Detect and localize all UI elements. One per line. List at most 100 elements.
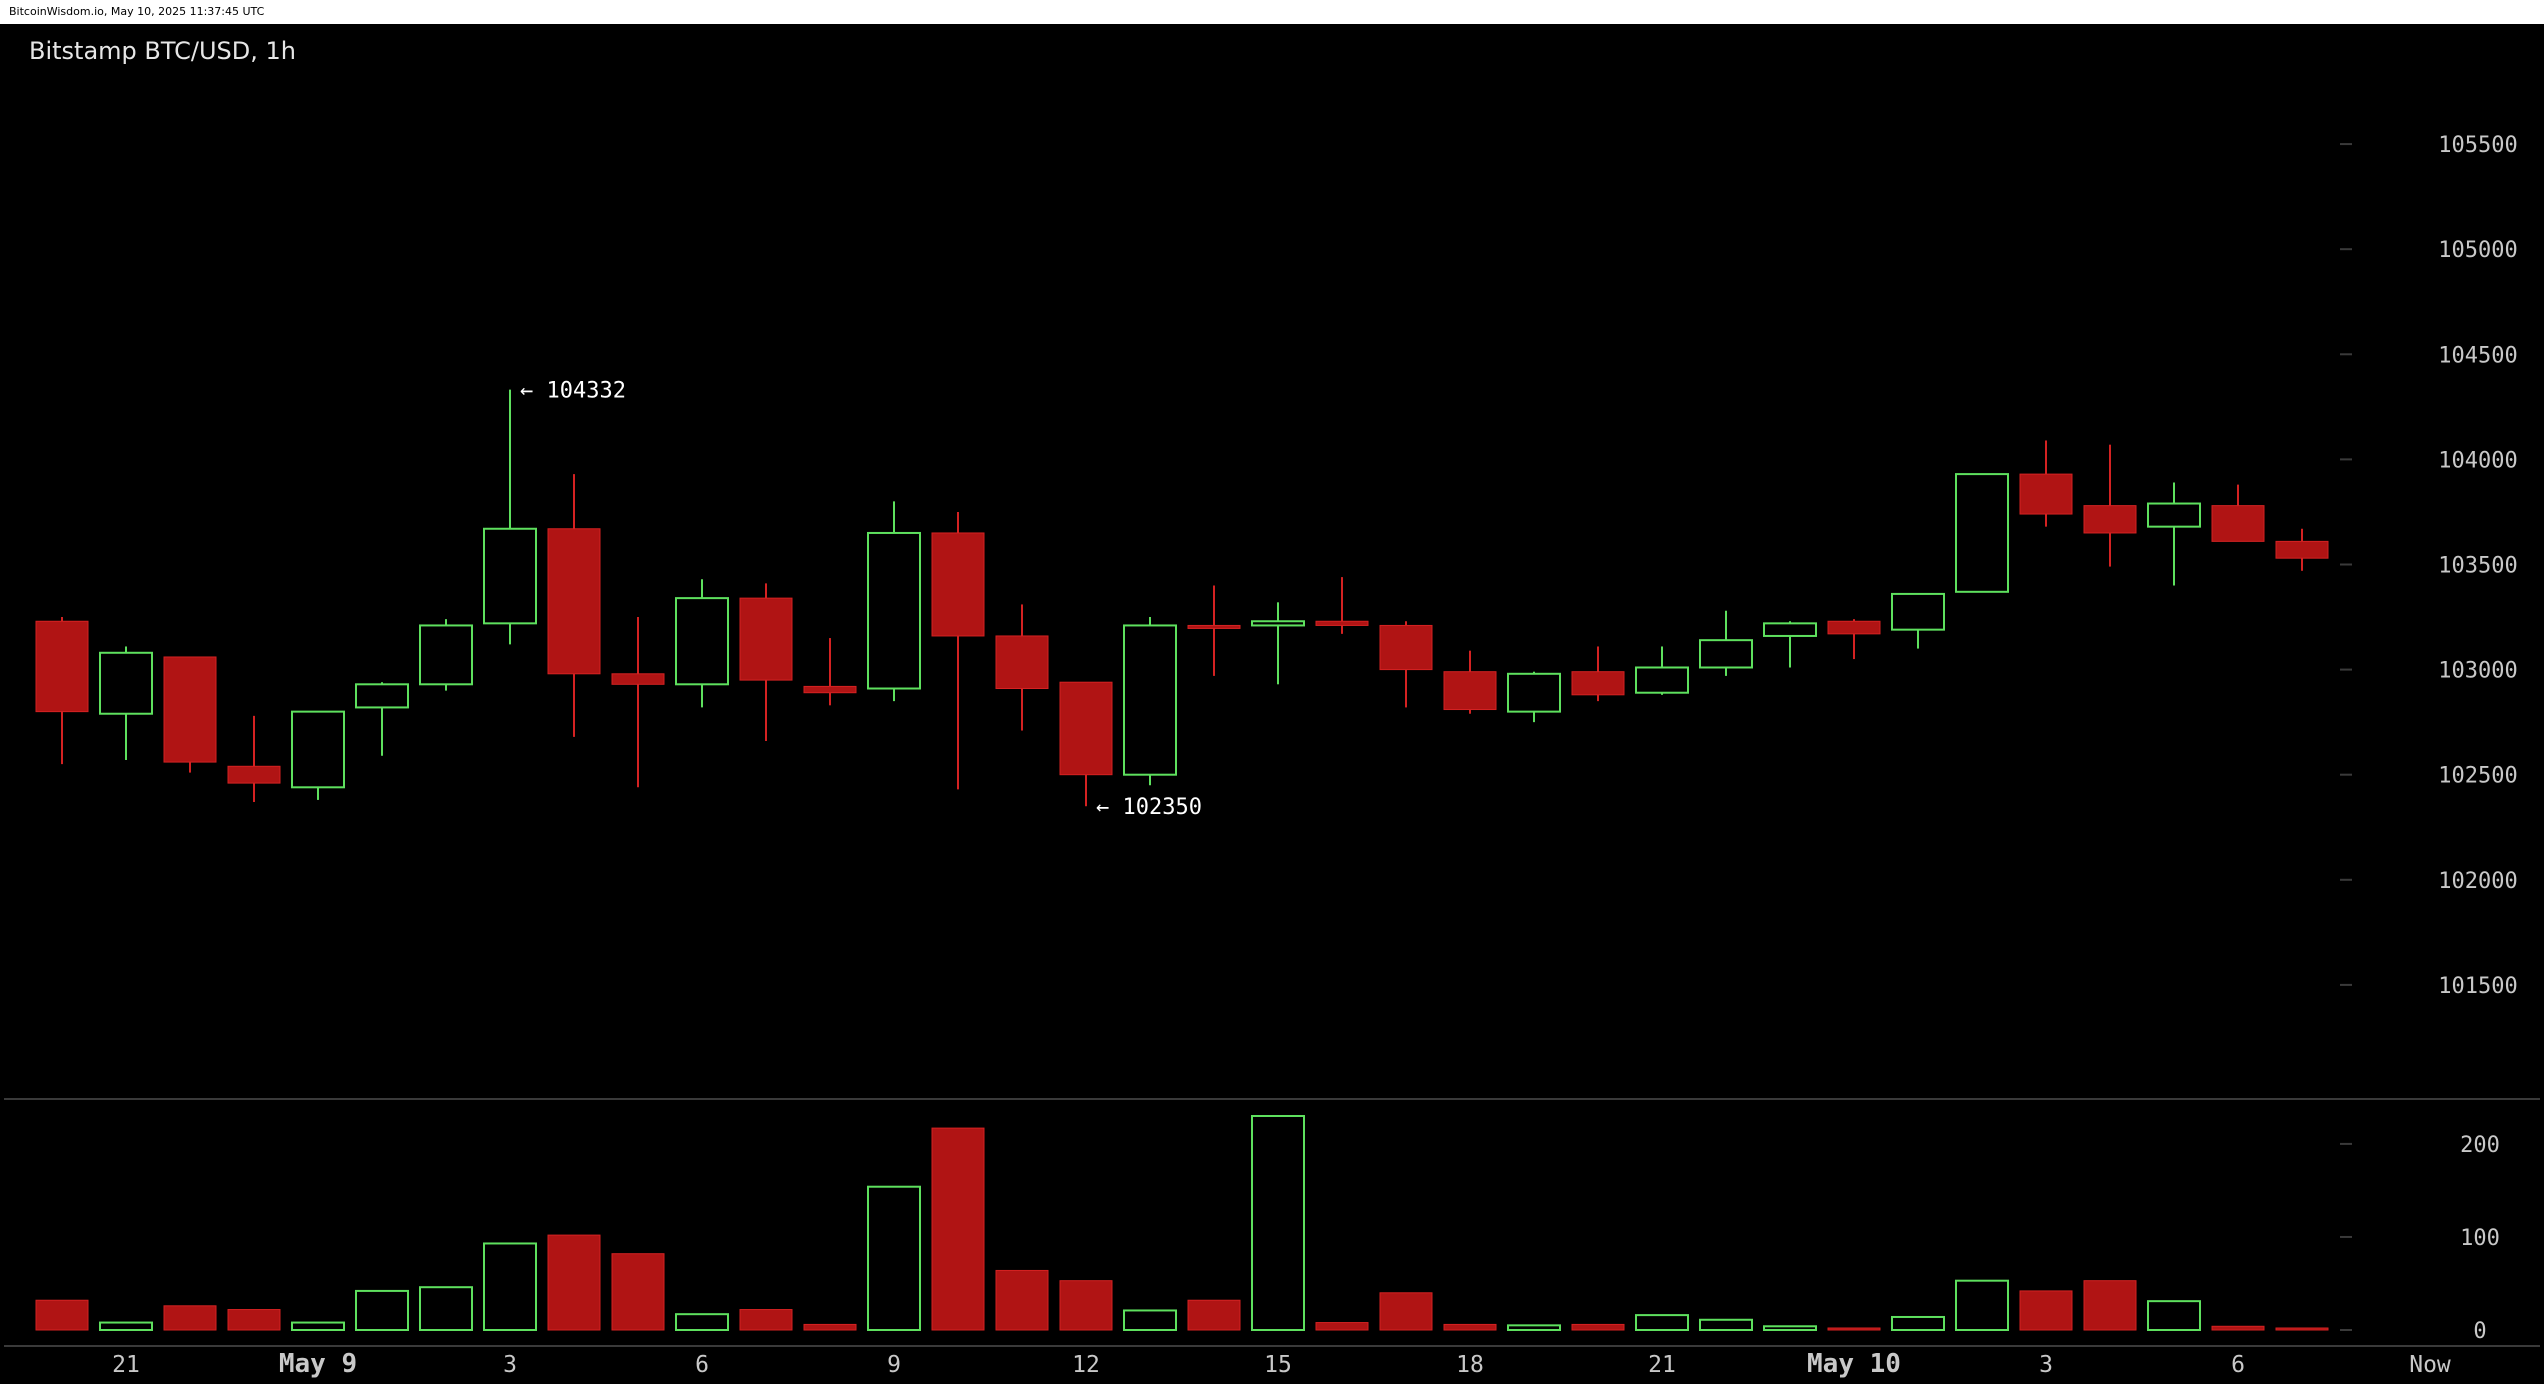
candle <box>1955 473 2009 593</box>
candle <box>1251 602 1305 685</box>
volume-tick-label: 100 <box>2460 1226 2500 1251</box>
time-tick-label: 15 <box>1264 1352 1292 1378</box>
price-annotations: ← 104332 ← 102350 <box>520 379 1202 821</box>
volume-bar <box>291 1321 345 1331</box>
candle-body <box>1315 620 1369 626</box>
candle <box>1507 671 1561 723</box>
candle <box>2147 482 2201 586</box>
price-tick-label: 104500 <box>2438 343 2517 368</box>
candle <box>355 682 409 756</box>
candle-body <box>2083 505 2137 534</box>
candle <box>35 617 89 765</box>
candle <box>1187 585 1241 676</box>
volume-bar <box>2083 1280 2137 1331</box>
volume-bar <box>1891 1315 1945 1331</box>
time-tick-label: 21 <box>112 1352 140 1378</box>
price-tick-label: 105000 <box>2438 238 2517 263</box>
candle <box>803 638 857 706</box>
candle <box>1827 619 1881 660</box>
volume-tick-label: 200 <box>2460 1133 2500 1158</box>
time-tick-label: 21 <box>1648 1352 1676 1378</box>
candle-body <box>1571 671 1625 696</box>
candle <box>611 617 665 788</box>
candle-body <box>2147 502 2201 528</box>
volume-bar <box>739 1309 793 1331</box>
candle <box>1699 610 1753 676</box>
price-tick-label: 103000 <box>2438 659 2517 684</box>
candle <box>1443 650 1497 714</box>
candle-body <box>1763 622 1817 637</box>
candle <box>1635 646 1689 695</box>
volume-bar <box>483 1242 537 1332</box>
volume-bar <box>35 1299 89 1331</box>
candle-body <box>2275 540 2329 559</box>
price-tick-label: 104000 <box>2438 448 2517 473</box>
time-tick-label: 9 <box>887 1352 901 1378</box>
candle <box>2275 528 2329 571</box>
candle <box>1059 681 1113 807</box>
candle-body <box>1379 624 1433 671</box>
time-tick-label: 12 <box>1072 1352 1100 1378</box>
candle-body <box>1891 592 1945 631</box>
volume-bar <box>1699 1318 1753 1332</box>
volume-bar <box>2019 1290 2073 1331</box>
volume-bar <box>2147 1300 2201 1331</box>
candle-body <box>1635 666 1689 694</box>
candle-body <box>291 710 345 789</box>
volume-bar <box>931 1127 985 1331</box>
candles <box>35 389 2329 807</box>
volume-bar <box>1571 1323 1625 1331</box>
candle-body <box>1059 681 1113 776</box>
candle <box>227 715 281 803</box>
candle <box>2083 444 2137 567</box>
candle <box>1315 577 1369 634</box>
candle-body <box>1443 671 1497 711</box>
chart-title: Bitstamp BTC/USD, 1h <box>29 37 296 65</box>
candle-body <box>1507 672 1561 713</box>
volume-bar <box>867 1185 921 1331</box>
candle-body <box>931 532 985 637</box>
time-tick-label: 6 <box>2231 1352 2245 1378</box>
candle <box>931 511 985 790</box>
candle-body <box>803 685 857 694</box>
candle-body <box>355 683 409 709</box>
price-axis: 101500 102000 102500 103000 103500 104000 1045… <box>2340 133 2518 999</box>
time-tick-label: 3 <box>2039 1352 2053 1378</box>
time-axis: 21 May 9 3 6 9 12 15 18 21 May 10 3 6 Now <box>112 1349 2451 1379</box>
candle <box>291 710 345 800</box>
price-tick-label: 105500 <box>2438 133 2517 158</box>
volume-bar <box>227 1309 281 1331</box>
candle-body <box>163 656 217 763</box>
volume-bar <box>2211 1325 2265 1331</box>
candle-body <box>611 673 665 685</box>
candle-body <box>419 624 473 686</box>
candle <box>995 604 1049 731</box>
volume-bar <box>1187 1299 1241 1331</box>
candle <box>1379 621 1433 708</box>
volume-bar <box>1635 1314 1689 1331</box>
price-tick-label: 101500 <box>2438 974 2517 999</box>
candle <box>419 619 473 691</box>
volume-bar <box>1059 1280 1113 1331</box>
candle <box>547 474 601 737</box>
candle-body <box>1955 473 2009 593</box>
candle <box>1763 621 1817 668</box>
price-tick-label: 102500 <box>2438 764 2517 789</box>
time-tick-label: 6 <box>695 1352 709 1378</box>
candle-body <box>995 635 1049 690</box>
price-tick-label: 102000 <box>2438 869 2517 894</box>
candle-body <box>1123 624 1177 776</box>
screenshot-timestamp: BitcoinWisdom.io, May 10, 2025 11:37:45 … <box>9 5 265 18</box>
time-tick-label: Now <box>2409 1352 2451 1378</box>
volume-bars <box>35 1115 2329 1332</box>
volume-bar <box>1123 1309 1177 1331</box>
volume-bar <box>2275 1327 2329 1331</box>
price-tick-label: 103500 <box>2438 553 2517 578</box>
candle <box>1123 617 1177 786</box>
candle <box>483 389 537 645</box>
price-annotation: ← 102350 <box>1096 795 1202 820</box>
candle-body <box>227 765 281 784</box>
screenshot-header-bar: BitcoinWisdom.io, May 10, 2025 11:37:45 … <box>0 0 2544 24</box>
candle-body <box>675 597 729 686</box>
volume-axis: 0 100 200 <box>2340 1133 2500 1344</box>
